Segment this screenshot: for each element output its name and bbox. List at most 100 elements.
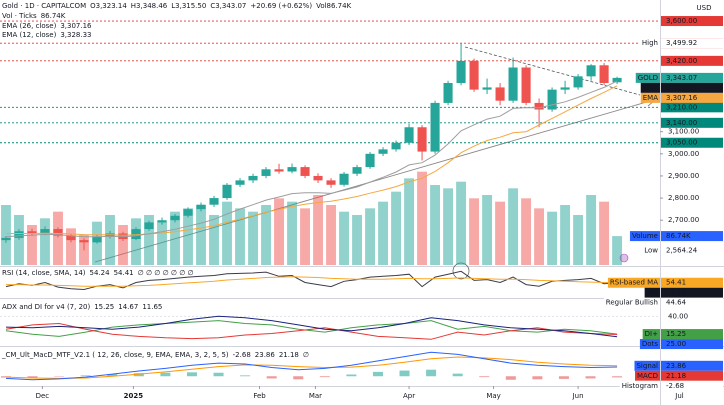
volume-bar	[261, 205, 271, 265]
volume-bar	[131, 218, 141, 265]
candle-body	[495, 87, 505, 101]
price-tag-box	[661, 82, 723, 93]
indicator-value: 21.18	[279, 351, 299, 359]
candle-body	[573, 76, 583, 88]
price-tag-name: GOLD	[638, 74, 658, 82]
price-tag-name-box	[642, 329, 660, 340]
candle-body	[53, 229, 63, 236]
volume-bar	[274, 198, 284, 265]
x-tick-label: Dec	[36, 392, 50, 400]
candle-body	[131, 229, 141, 240]
histogram-bar	[0, 376, 11, 378]
legend-value: 3,307.16	[60, 22, 92, 30]
price-tag-box	[661, 380, 723, 391]
candle-body	[287, 167, 297, 172]
volume-bar	[469, 198, 480, 265]
candle-body	[144, 222, 154, 230]
x-tick-label: Apr	[403, 392, 415, 400]
level-label-box	[661, 102, 723, 113]
candle-body	[209, 198, 219, 205]
level-label-box	[661, 16, 723, 27]
price-tag-value: 86.74K	[666, 232, 691, 240]
indicator-extra: ∅ ∅ ∅ ∅ ∅ ∅ ∅	[138, 269, 194, 277]
price-tag-name: RSI	[647, 289, 658, 297]
level-label: 3,140.00	[666, 119, 697, 127]
candle-body	[66, 235, 76, 241]
volume-bar	[417, 171, 427, 265]
x-tick-label: May	[486, 392, 500, 400]
indicator-value: 15.25	[94, 303, 114, 311]
indicator-line	[5, 270, 618, 291]
level-label: 3,050.00	[666, 139, 697, 147]
price-tag-box	[661, 297, 723, 308]
volume-bar	[365, 208, 375, 265]
candle-body	[352, 167, 362, 174]
candle-body	[300, 167, 310, 176]
indicator-line	[5, 322, 618, 340]
candle-body	[248, 175, 258, 181]
price-tag-box	[661, 370, 723, 381]
candle-body	[430, 102, 440, 152]
histogram-bar	[399, 370, 410, 377]
candle-body	[313, 175, 323, 181]
legend-name: EMA (12, close)	[2, 31, 57, 39]
candle-body	[612, 77, 622, 83]
price-tag-name-box	[640, 92, 660, 103]
volume-bar	[391, 191, 401, 265]
volume-bar	[534, 208, 545, 265]
volume-bar	[196, 205, 206, 265]
volume-bar	[430, 185, 440, 265]
indicator-value: 14.67	[118, 303, 138, 311]
volume-bar	[1, 205, 11, 265]
price-tag-name: Histogram	[622, 382, 658, 390]
volume-bar	[352, 215, 362, 265]
histogram-bar	[240, 375, 251, 377]
ohlc-value: +20.69 (+0.62%)	[250, 2, 312, 10]
candle-body	[378, 149, 388, 154]
volume-bar	[404, 178, 414, 265]
x-tick-label: Jun	[572, 392, 584, 400]
price-tag-name: RSI-based MA	[610, 279, 658, 287]
candle-body	[40, 229, 50, 234]
y-tick-label: 40.00	[668, 312, 688, 320]
histogram-bar	[266, 376, 277, 379]
indicator-line	[5, 320, 618, 337]
candle-body	[404, 127, 414, 143]
price-tag-box	[661, 92, 723, 103]
volume-bar	[40, 218, 50, 265]
x-tick-label: Jul	[674, 392, 684, 400]
histogram-bar	[612, 376, 623, 378]
volume-bar	[118, 225, 128, 265]
volume-bar	[612, 236, 623, 265]
volume-bar	[53, 211, 63, 265]
indicator-value: 54.24	[90, 269, 111, 277]
price-tag-name-box	[639, 339, 660, 350]
volume-bar	[560, 205, 571, 265]
price-tag-name: Regular Bullish	[606, 299, 658, 307]
histogram-bar	[319, 376, 330, 378]
candle-body	[79, 240, 89, 243]
candle-body	[365, 153, 375, 168]
price-tag-value: 15.25	[666, 330, 686, 338]
legend-value: 3,328.33	[60, 31, 91, 39]
candle-body	[157, 220, 167, 223]
price-tag-value: 23.86	[666, 362, 687, 370]
volume-bar	[66, 228, 76, 265]
price-tag-name-box	[607, 277, 660, 288]
indicator-title: ADX and DI for v4 (7, 20)	[2, 303, 90, 311]
price-tag-name: Low	[644, 246, 658, 254]
price-tag-box	[661, 329, 723, 340]
price-tag-value: 54.24	[666, 289, 687, 297]
candle-body	[547, 89, 557, 110]
volume-bar	[547, 211, 558, 265]
volume-bar	[170, 211, 180, 265]
volume-bar	[495, 201, 506, 265]
ohlc-value: Vol86.74K	[316, 2, 352, 10]
price-tag-value: 3,328.33	[666, 84, 697, 92]
ohlc-value: L3,315.50	[171, 2, 206, 10]
candle-body	[391, 142, 401, 150]
price-tag-name-box	[635, 72, 660, 83]
price-tag-value: 2,564.24	[666, 246, 698, 254]
price-tag-name-box	[635, 370, 660, 381]
level-label: 3,210.00	[666, 103, 697, 111]
